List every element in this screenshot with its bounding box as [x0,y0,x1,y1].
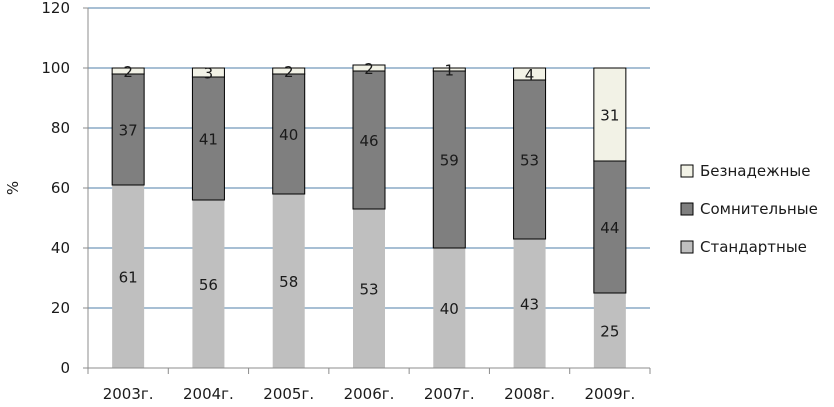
legend: Безнадежные Сомнительные Стандартные [680,162,818,256]
bar-segment [593,293,626,368]
bar-segment [513,79,547,240]
bar-segment [593,67,627,162]
data-label: 2 [364,60,374,78]
bar-segment [111,73,145,186]
legend-swatch [680,240,694,254]
x-tick-label: 2008г. [504,385,555,403]
bar-segment [272,73,306,195]
data-label: 61 [119,269,138,287]
x-tick-label: 2009г. [584,385,635,403]
bar-segment [352,64,386,72]
data-label: 1 [445,62,455,80]
data-label: 43 [520,296,539,314]
legend-label: Сомнительные [700,200,818,218]
bar-segment [432,67,466,72]
x-tick-labels: 2003г. 2004г. 2005г. 2006г. 2007г. 2008г. 2009… [103,385,636,403]
data-labels: 61 37 2 56 41 3 58 40 2 53 46 2 40 59 1 43 53 4 25 44 31 [119,60,620,341]
data-label: 31 [600,107,619,125]
x-tick-label: 2004г. [183,385,234,403]
data-label: 37 [119,122,138,140]
data-label: 25 [600,323,619,341]
data-label: 59 [440,152,459,170]
y-tick-label: 20 [51,299,70,317]
bar-segment [433,248,466,368]
data-label: 40 [440,300,459,318]
data-label: 58 [279,273,298,291]
x-tick-label: 2007г. [424,385,475,403]
y-tick-label: 120 [41,0,70,17]
data-label: 2 [284,63,294,81]
data-label: 44 [600,219,619,237]
data-label: 53 [359,281,378,299]
data-label: 3 [204,65,214,83]
bar-segment [192,200,225,368]
bar-segment [513,239,546,368]
y-axis-label: % [4,181,22,195]
y-tick-label: 80 [51,119,70,137]
data-label: 41 [199,131,218,149]
data-label: 40 [279,126,298,144]
x-tick-label: 2005г. [263,385,314,403]
y-tick-label: 40 [51,239,70,257]
bar-segment [112,185,145,368]
bar-segment [353,209,385,368]
axes [83,7,651,374]
y-tick-labels: 0 20 40 60 80 100 120 [41,0,70,377]
data-label: 2 [123,63,133,81]
y-tick-label: 60 [51,179,70,197]
bar-segment [111,67,145,75]
x-tick-label: 2003г. [103,385,154,403]
y-tick-label: 100 [41,59,70,77]
x-tick-label: 2006г. [344,385,395,403]
bar-segment [432,70,466,249]
bar-segment [272,67,306,75]
bar-segment [352,70,386,210]
legend-swatch [680,202,694,216]
data-label: 56 [199,276,218,294]
data-label: 4 [525,66,535,84]
bars [111,64,627,368]
data-label: 46 [359,132,378,150]
y-tick-label: 0 [60,359,70,377]
bar-segment [191,67,225,78]
data-label: 53 [520,152,539,170]
bar-segment [513,67,547,81]
legend-swatch [680,164,694,178]
legend-label: Стандартные [700,238,807,256]
legend-label: Безнадежные [700,162,811,180]
bar-segment [272,194,305,368]
